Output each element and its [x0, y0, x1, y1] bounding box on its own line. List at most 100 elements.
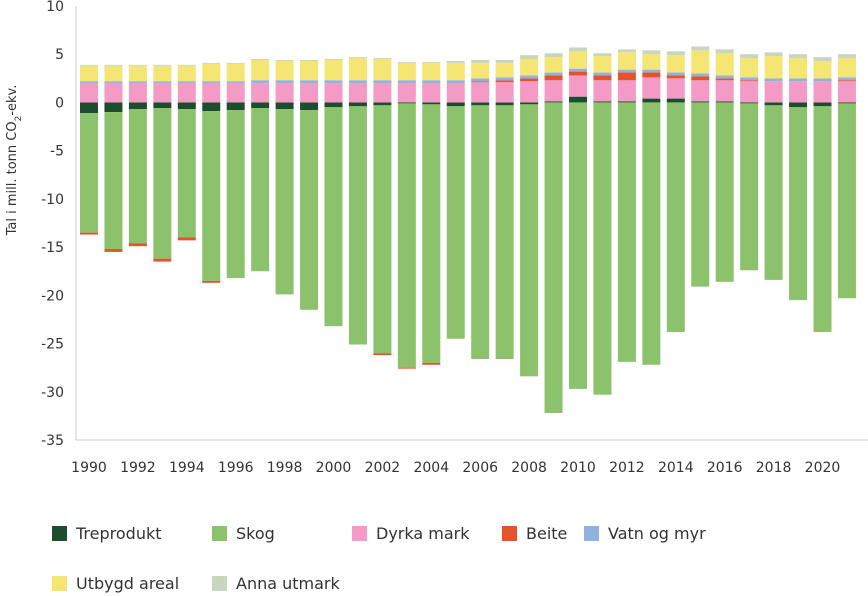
- bar-segment-treprodukt-2002: [373, 102, 392, 106]
- bar-segment-dyrka-mark-1992: [128, 83, 147, 103]
- x-tick-label: 1994: [169, 460, 205, 476]
- bar-segment-treprodukt-2006: [471, 102, 490, 106]
- bar-segment-treprodukt-1993: [153, 102, 172, 109]
- bar-segment-skog-1995: [202, 111, 221, 281]
- bar-segment-treprodukt-2010: [569, 96, 587, 103]
- bar-segment-anna-utmark-2007: [495, 60, 514, 63]
- bar-segment-anna-utmark-2009: [544, 53, 563, 58]
- bar-segment-dyrka-mark-2004: [422, 83, 441, 103]
- bar-segment-vatn-og-myr-2010: [569, 68, 587, 72]
- bar-segment-treprodukt-2020: [813, 102, 832, 107]
- bar-segment-treprodukt-2005: [446, 102, 465, 107]
- bar-segment-treprodukt-2021: [837, 102, 856, 104]
- bar-segment-beite-2004: [422, 362, 441, 365]
- bar-segment-dyrka-mark-1996: [226, 83, 245, 103]
- bar-segment-anna-utmark-2010: [569, 47, 587, 52]
- bar-segment-vatn-og-myr-2018: [764, 78, 783, 82]
- bar-segment-skog-2002: [373, 105, 392, 354]
- legend-label: Skog: [236, 523, 275, 543]
- x-tick-label: 1992: [120, 460, 156, 476]
- bar-segment-beite-2009: [544, 75, 563, 81]
- bar-segment-skog-2020: [813, 106, 832, 332]
- bar-segment-beite-2013: [642, 72, 661, 78]
- bar-segment-anna-utmark-2000: [324, 59, 343, 60]
- bar-segment-anna-utmark-2021: [837, 54, 856, 59]
- legend-item-vatn-og-myr: Vatn og myr: [584, 520, 706, 546]
- bar-segment-vatn-og-myr-2014: [666, 72, 685, 76]
- y-tick-label: 0: [55, 95, 64, 111]
- bar-segment-dyrka-mark-2003: [397, 83, 416, 103]
- bar-segment-utbygd-areal-1999: [300, 60, 319, 81]
- bar-segment-dyrka-mark-1995: [202, 83, 221, 103]
- bar-segment-skog-2005: [446, 106, 465, 339]
- bar-segment-utbygd-areal-1997: [251, 60, 270, 81]
- bar-segment-anna-utmark-2015: [691, 46, 710, 51]
- y-tick-label: 5: [55, 47, 64, 63]
- bar-segment-utbygd-areal-1995: [202, 63, 221, 82]
- bar-segment-treprodukt-1994: [177, 102, 196, 110]
- bar-segment-utbygd-areal-1992: [128, 65, 147, 82]
- bar-segment-vatn-og-myr-2016: [715, 75, 734, 79]
- bar-segment-vatn-og-myr-1997: [251, 80, 270, 84]
- bar-segment-beite-2002: [373, 353, 392, 356]
- bar-segment-dyrka-mark-2012: [617, 80, 636, 102]
- bar-segment-utbygd-areal-2007: [495, 62, 514, 78]
- bar-segment-beite-2007: [495, 80, 514, 83]
- bar-segment-beite-1990: [80, 232, 98, 235]
- bar-segment-vatn-og-myr-2019: [789, 78, 808, 82]
- bar-segment-vatn-og-myr-2001: [348, 80, 367, 84]
- bar-segment-skog-2019: [789, 107, 808, 301]
- bar-segment-treprodukt-1995: [202, 102, 221, 112]
- bar-segment-utbygd-areal-2006: [471, 62, 490, 79]
- bar-segment-dyrka-mark-1993: [153, 83, 172, 103]
- x-tick-labels: 1990 1992 1994 1996 1998 2000 2002 2004 2006 2008…: [71, 460, 840, 476]
- bar-segment-treprodukt-2000: [324, 102, 343, 108]
- bar-segment-anna-utmark-1994: [177, 64, 196, 66]
- bar-segment-vatn-og-myr-2012: [617, 69, 636, 73]
- legend-item-skog: Skog: [212, 520, 275, 546]
- bar-segment-skog-2013: [642, 102, 661, 365]
- legend-swatch: [212, 575, 227, 591]
- y-tick-label: -35: [41, 433, 64, 449]
- bar-segment-utbygd-areal-2012: [617, 52, 636, 70]
- bar-segment-vatn-og-myr-1993: [153, 81, 172, 84]
- x-tick-label: 2016: [707, 460, 743, 476]
- bar-segment-skog-2008: [520, 104, 539, 377]
- bar-segment-treprodukt-2014: [666, 98, 685, 103]
- bar-segment-anna-utmark-2017: [740, 54, 759, 59]
- bar-segment-utbygd-areal-2018: [764, 56, 783, 79]
- bar-segment-anna-utmark-2001: [348, 57, 367, 59]
- bar-segment-vatn-og-myr-1996: [226, 81, 245, 84]
- bar-segment-skog-2007: [495, 105, 514, 359]
- bar-segment-vatn-og-myr-1995: [202, 81, 221, 84]
- axes-group: [75, 6, 868, 441]
- legend-swatch: [584, 525, 599, 541]
- x-tick-label: 2002: [365, 460, 401, 476]
- bar-segment-skog-2018: [764, 105, 783, 280]
- bar-segment-utbygd-areal-1994: [177, 65, 196, 82]
- bar-segment-beite-1994: [177, 237, 196, 241]
- legend-label: Beite: [526, 523, 568, 543]
- bar-segment-treprodukt-2008: [520, 102, 539, 105]
- bar-segment-anna-utmark-2003: [397, 61, 416, 63]
- bar-segment-anna-utmark-1990: [80, 64, 98, 66]
- bar-segment-vatn-og-myr-1998: [275, 80, 294, 84]
- bar-segment-treprodukt-1998: [275, 102, 294, 110]
- bar-segment-dyrka-mark-2020: [813, 81, 832, 103]
- legend-item-utbygd-areal: Utbygd areal: [52, 570, 179, 596]
- bar-segment-anna-utmark-2018: [764, 52, 783, 57]
- bar-segment-dyrka-mark-2001: [348, 83, 367, 103]
- x-tick-label: 1996: [218, 460, 254, 476]
- bar-segment-anna-utmark-1992: [128, 64, 147, 66]
- bar-segment-utbygd-areal-1996: [226, 63, 245, 82]
- bar-segment-skog-2004: [422, 104, 441, 363]
- bar-segment-utbygd-areal-2014: [666, 55, 685, 73]
- bar-segment-dyrka-mark-2019: [789, 81, 808, 103]
- bar-segment-vatn-og-myr-1992: [128, 81, 147, 84]
- bar-segment-dyrka-mark-2002: [373, 83, 392, 103]
- bar-segment-dyrka-mark-2017: [740, 81, 759, 103]
- bar-segment-beite-2021: [837, 80, 856, 82]
- bar-segment-vatn-og-myr-1999: [300, 80, 319, 84]
- bar-segment-utbygd-areal-2010: [569, 51, 587, 69]
